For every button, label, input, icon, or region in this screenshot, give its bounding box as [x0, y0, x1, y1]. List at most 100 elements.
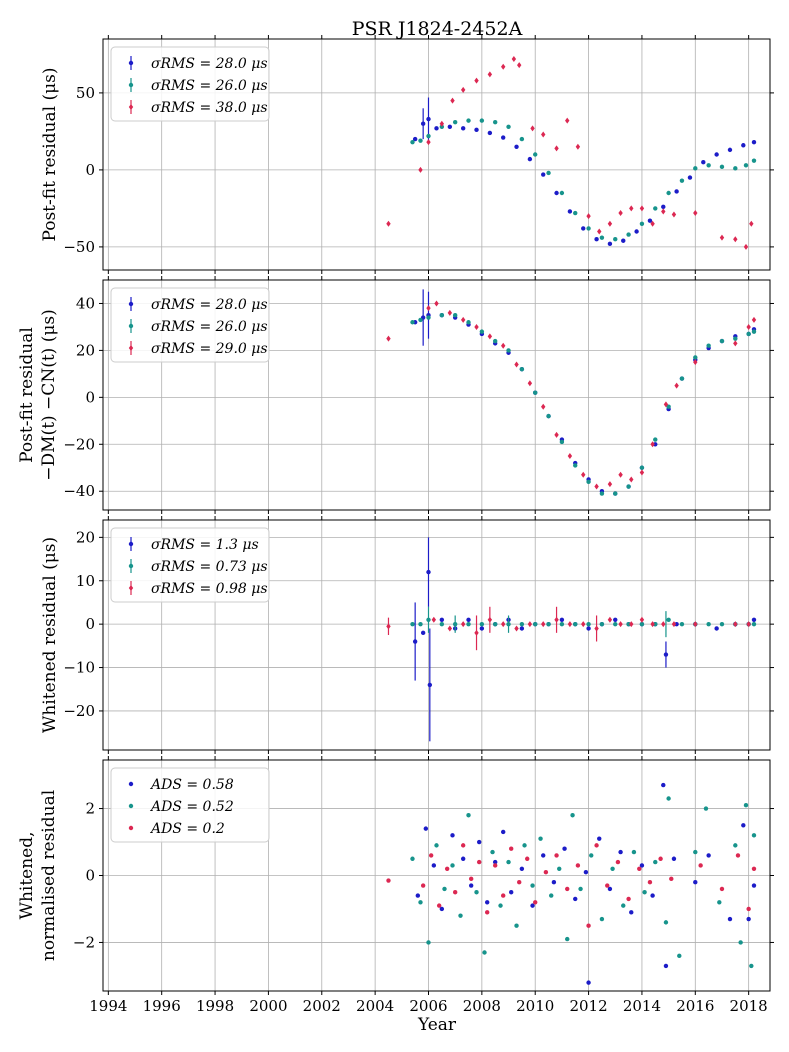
data-point: [741, 143, 746, 148]
data-point: [538, 836, 543, 841]
legend-box: [110, 287, 270, 363]
data-point: [629, 910, 634, 915]
data-point: [751, 883, 757, 888]
data-point: [586, 479, 591, 485]
data-point: [476, 839, 482, 845]
legend-label: σRMS = 28.0 μs: [151, 297, 268, 313]
data-point: [460, 621, 466, 628]
data-point: [509, 890, 514, 895]
data-point: [743, 163, 749, 168]
data-point: [519, 866, 525, 872]
y-axis-label: −DM(t) −CN(t) (μs): [39, 309, 59, 480]
data-point: [749, 963, 754, 969]
data-point: [647, 218, 653, 223]
data-point: [551, 879, 557, 885]
data-point: [661, 782, 666, 788]
data-point: [447, 309, 453, 316]
data-point: [639, 469, 645, 476]
data-point: [626, 232, 631, 237]
data-point: [492, 863, 498, 868]
y-tick-label: 2: [85, 800, 95, 818]
data-point: [452, 621, 458, 627]
data-point: [468, 876, 474, 882]
legend-box: [110, 767, 270, 843]
data-point: [599, 235, 605, 240]
data-point: [386, 220, 391, 227]
data-point: [706, 853, 711, 858]
data-point: [546, 413, 551, 419]
data-point: [751, 866, 757, 872]
x-tick-label: 1998: [196, 997, 234, 1015]
data-point: [490, 849, 495, 855]
data-point: [460, 856, 466, 861]
data-point: [418, 138, 423, 143]
legend: σRMS = 28.0 μs σRMS = 26.0 μs σRMS = 29.0 …: [110, 287, 270, 363]
data-point: [719, 234, 725, 241]
plot-frame: [102, 519, 771, 751]
data-point: [439, 621, 445, 627]
data-point: [607, 886, 613, 892]
data-point: [492, 338, 498, 344]
data-point: [669, 876, 674, 882]
legend: σRMS = 28.0 μs σRMS = 26.0 μs σRMS = 38.0 …: [110, 46, 270, 122]
data-point: [530, 883, 535, 888]
data-point: [565, 117, 570, 124]
data-point: [479, 329, 485, 334]
y-tick-label: 50: [76, 84, 95, 102]
data-point: [693, 359, 698, 366]
data-point: [492, 119, 498, 125]
data-point: [719, 338, 725, 344]
data-point: [743, 243, 749, 250]
data-point: [466, 621, 471, 627]
data-point: [607, 220, 613, 227]
data-point: [661, 204, 666, 210]
y-tick-label: 10: [76, 572, 95, 590]
legend: σRMS = 1.3 μs σRMS = 0.73 μs σRMS = 0.98 μ…: [110, 527, 270, 603]
data-point: [706, 343, 711, 348]
x-tick-label: 2016: [676, 997, 714, 1015]
data-point: [439, 617, 445, 623]
legend-marker: [128, 803, 134, 809]
series-teal: [410, 313, 757, 496]
data-point: [501, 135, 506, 140]
data-point: [554, 431, 559, 438]
data-point: [666, 617, 671, 623]
data-point: [466, 320, 471, 325]
data-point: [727, 916, 733, 922]
panel-4: −2 0 2 Whitened, normalised residual ADS = 0.…: [17, 756, 774, 995]
data-point: [420, 630, 426, 636]
x-tick-label: 2002: [303, 997, 341, 1015]
data-point: [589, 853, 594, 858]
data-point: [693, 355, 698, 360]
data-point: [666, 404, 671, 409]
y-tick-label: 0: [85, 867, 95, 885]
series-red: [386, 300, 757, 490]
x-tick-label: 2010: [516, 997, 554, 1015]
data-point: [663, 401, 669, 408]
data-point: [666, 796, 671, 801]
data-point: [442, 886, 447, 892]
series-red: [386, 843, 757, 928]
data-point: [615, 859, 621, 865]
data-point: [466, 617, 471, 623]
data-point: [650, 893, 655, 898]
data-point: [450, 97, 455, 104]
panel-2: −40 −20 0 20 40 Post-fit residual −DM(t) −CN(t…: [17, 276, 774, 514]
data-point: [386, 878, 391, 883]
data-point: [517, 879, 522, 885]
data-point: [647, 879, 653, 885]
legend-marker: [128, 541, 134, 547]
legend-label: σRMS = 1.3 μs: [151, 537, 259, 553]
data-point: [653, 206, 658, 211]
data-point: [706, 163, 711, 168]
data-point: [671, 856, 677, 861]
data-point: [426, 940, 431, 945]
data-point: [586, 626, 591, 631]
data-point: [541, 621, 546, 628]
data-point: [484, 900, 490, 905]
data-point: [450, 833, 455, 838]
series-teal: [410, 796, 757, 969]
data-point: [586, 213, 591, 220]
data-point: [639, 205, 645, 212]
